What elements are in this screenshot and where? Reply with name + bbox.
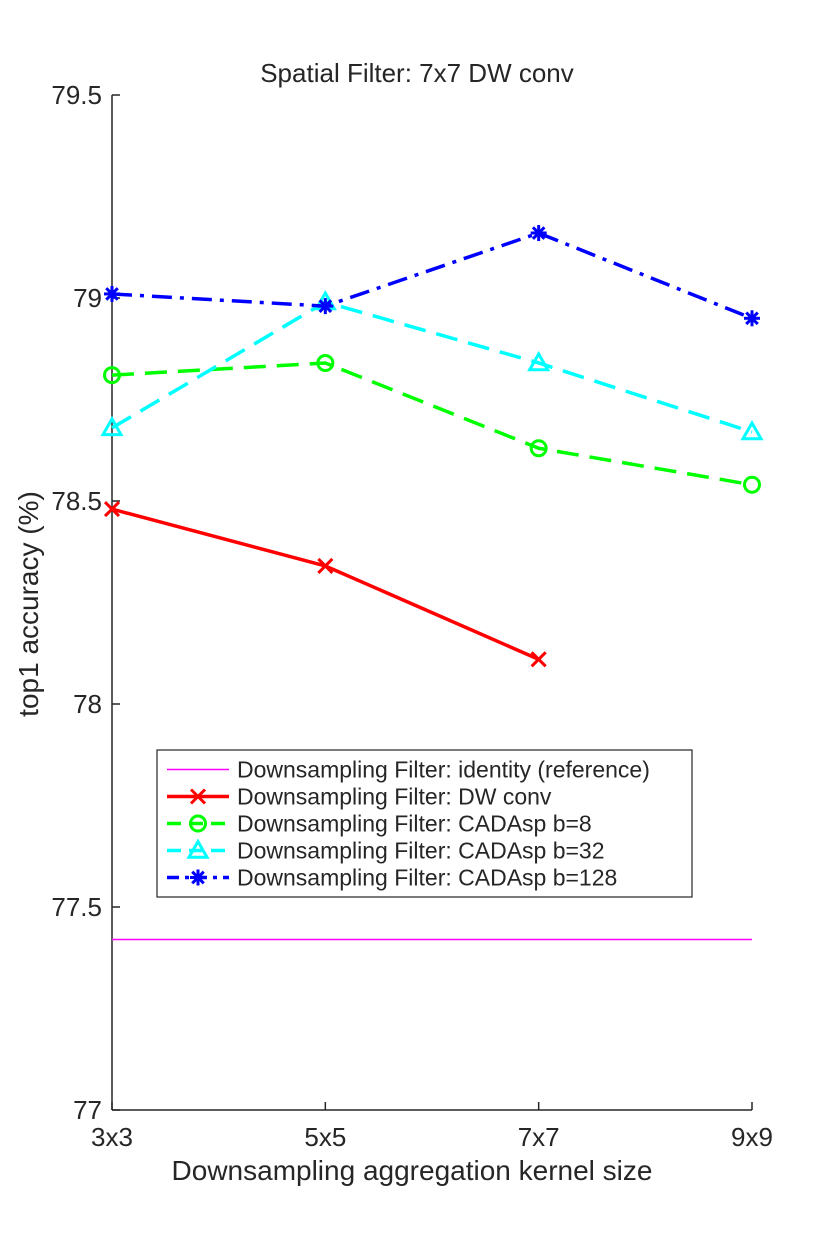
series-2	[103, 353, 761, 494]
data-point	[103, 366, 121, 385]
x-axis-label: Downsampling aggregation kernel size	[172, 1155, 653, 1186]
y-axis-label: top1 accuracy (%)	[13, 491, 44, 717]
series-layer	[100, 225, 764, 941]
data-point	[740, 419, 764, 441]
data-point	[527, 350, 551, 372]
data-point	[529, 439, 548, 458]
series-4	[104, 225, 760, 327]
series-3	[100, 290, 764, 441]
legend-marker	[189, 788, 207, 805]
legend-box	[156, 749, 693, 898]
legend: Downsampling Filter: identity (reference…	[156, 749, 693, 898]
y-tick-label: 78.5	[51, 486, 102, 516]
data-point	[743, 475, 761, 494]
data-point	[744, 310, 760, 327]
data-point	[103, 501, 121, 518]
x-tick-label: 7x7	[518, 1122, 560, 1152]
legend-marker	[190, 869, 206, 886]
legend-entry: Downsampling Filter: CADAsp b=8	[167, 811, 592, 837]
y-tick-label: 78	[73, 689, 102, 719]
legend-label: Downsampling Filter: identity (reference…	[237, 757, 650, 783]
data-point	[317, 557, 334, 575]
data-point	[104, 285, 120, 302]
x-tick-label: 3x3	[91, 1122, 133, 1152]
data-point	[316, 353, 335, 372]
legend-label: Downsampling Filter: CADAsp b=8	[237, 811, 592, 837]
legend-entry: Downsampling Filter: DW conv	[167, 784, 552, 810]
legend-entry: Downsampling Filter: identity (reference…	[167, 757, 650, 783]
legend-entry: Downsampling Filter: CADAsp b=32	[167, 838, 605, 864]
y-tick-label: 77.5	[51, 892, 102, 922]
y-tick-label: 77	[73, 1095, 102, 1125]
series-line	[111, 507, 540, 661]
data-point	[530, 651, 547, 668]
series-1	[103, 501, 547, 668]
x-tick-label: 5x5	[304, 1122, 346, 1152]
axes: 77 77.5 78 78.5 79 79.5 3x3 5x5 7x7 9x9	[51, 80, 773, 1152]
y-tick-label: 79	[73, 283, 102, 313]
series-line	[111, 231, 753, 320]
series-line	[111, 300, 753, 434]
data-point	[317, 298, 334, 315]
legend-label: Downsampling Filter: CADAsp b=32	[237, 838, 605, 864]
legend-label: Downsampling Filter: CADAsp b=128	[237, 865, 617, 891]
data-point	[100, 415, 124, 437]
legend-marker	[189, 814, 207, 833]
legend-entry: Downsampling Filter: CADAsp b=128	[167, 865, 617, 891]
legend-label: Downsampling Filter: DW conv	[237, 784, 552, 810]
legend-marker	[186, 838, 210, 859]
data-point	[530, 225, 547, 242]
x-tick-label: 9x9	[731, 1122, 773, 1152]
chart-title: Spatial Filter: 7x7 DW conv	[260, 58, 574, 88]
y-tick-label: 79.5	[51, 80, 102, 110]
series-line	[111, 361, 753, 487]
